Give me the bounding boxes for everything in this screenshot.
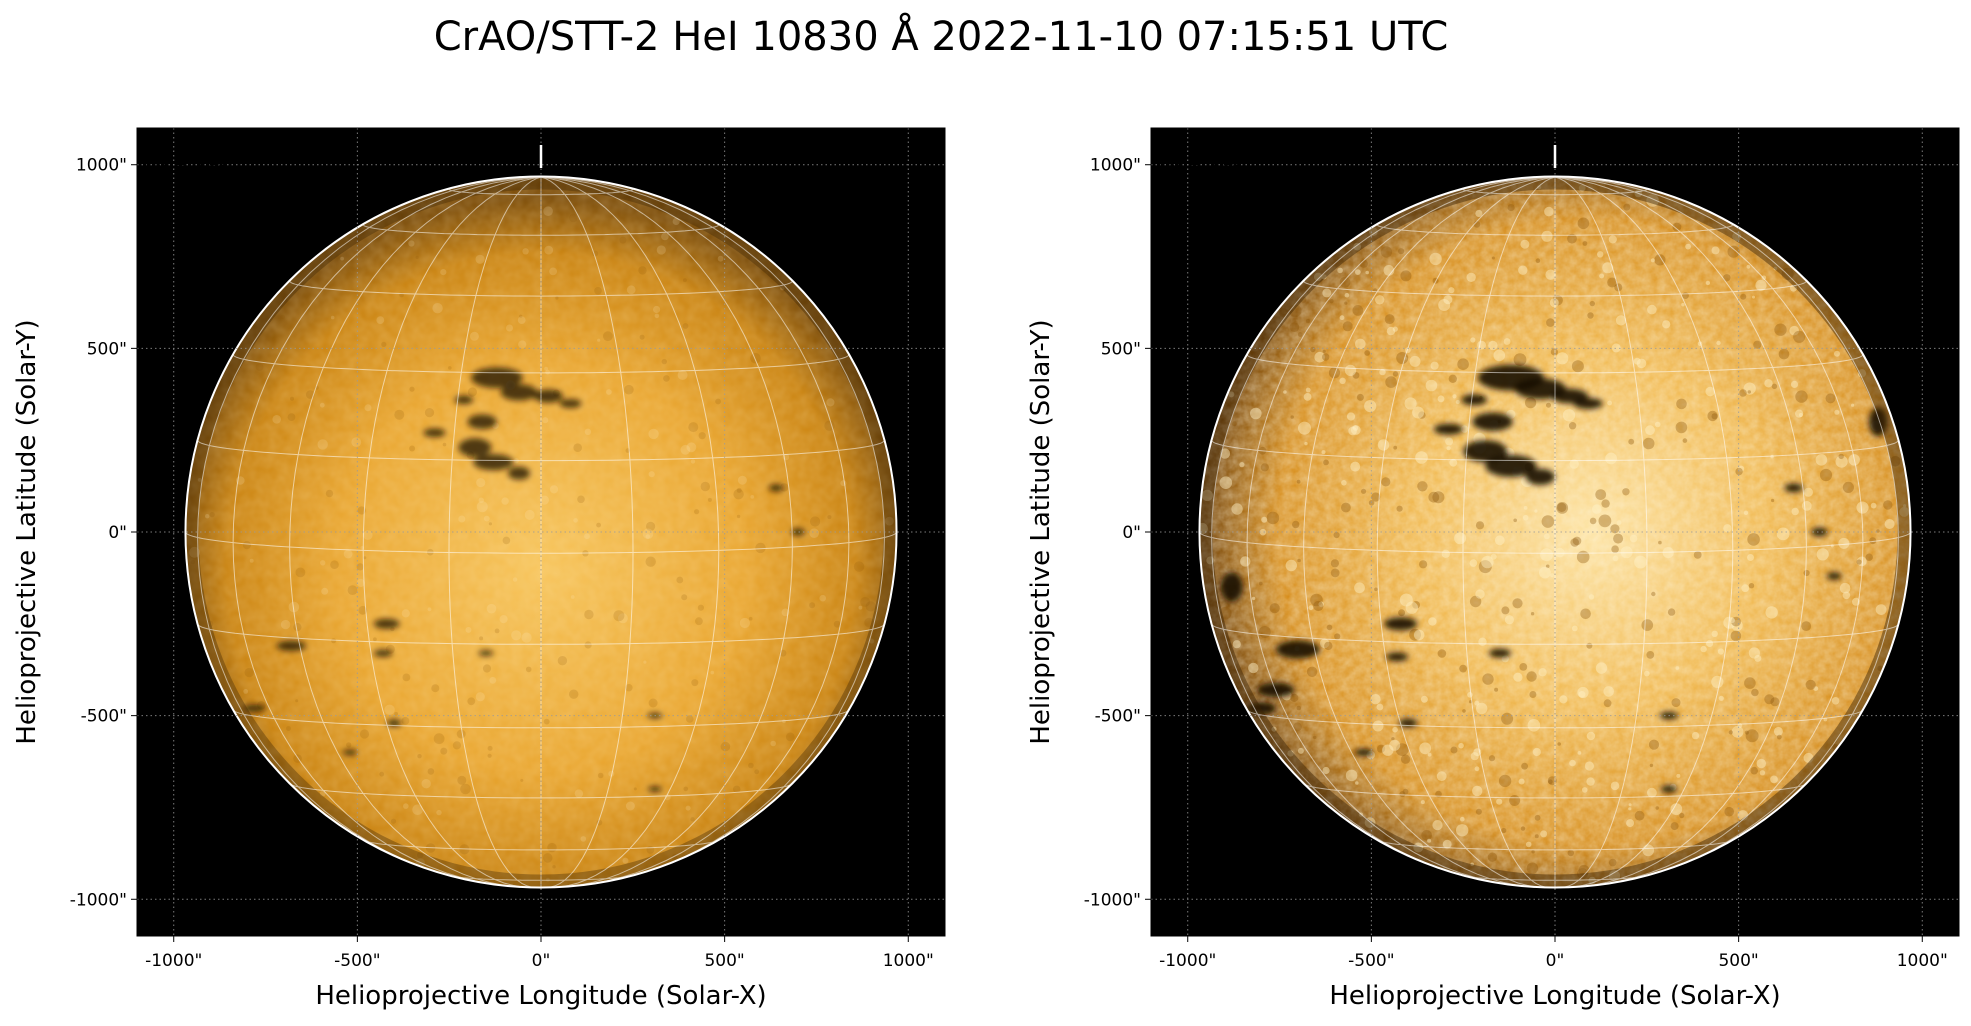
x-tick-label: -500" bbox=[334, 951, 380, 971]
left-panel: N B0 = 3.42 -1000" -500" 0" 500" 1000" 1000" 500… bbox=[12, 127, 946, 1011]
y-tick-label: 500" bbox=[87, 339, 127, 359]
heliographic-grid bbox=[1199, 176, 1911, 888]
y-axis-label: Helioprojective Latitude (Solar-Y) bbox=[12, 319, 42, 744]
x-tick-label: 500" bbox=[704, 951, 744, 971]
right-panel: N B0 = 3.42 -1000" -500" 0" 500" 1000" 1000" 500… bbox=[1026, 127, 1960, 1011]
y-tick-label: 500" bbox=[1101, 339, 1141, 359]
x-tick-label: 500" bbox=[1718, 951, 1758, 971]
y-tick-label: -500" bbox=[81, 707, 127, 727]
solar-limb bbox=[1198, 175, 1912, 889]
y-tick-label: 1000" bbox=[1090, 156, 1141, 176]
x-tick-label: -1000" bbox=[145, 951, 202, 971]
b0-label: B0 = 3.42 bbox=[1159, 153, 1244, 173]
x-tick-label: 1000" bbox=[883, 951, 934, 971]
y-tick-label: 0" bbox=[108, 523, 127, 543]
y-tick-label: 0" bbox=[1122, 523, 1141, 543]
y-axis-label: Helioprojective Latitude (Solar-Y) bbox=[1026, 319, 1056, 744]
figure-title: CrAO/STT-2 HeI 10830 Å 2022-11-10 07:15:… bbox=[434, 12, 1449, 60]
x-tick-label: -500" bbox=[1348, 951, 1394, 971]
x-tick-label: -1000" bbox=[1159, 951, 1216, 971]
dark-filaments bbox=[1220, 364, 1888, 823]
y-tick-label: 1000" bbox=[76, 156, 127, 176]
y-tick-label: -1000" bbox=[1084, 890, 1141, 910]
x-axis-label: Helioprojective Longitude (Solar-X) bbox=[1329, 981, 1780, 1011]
y-tick-label: -1000" bbox=[70, 890, 127, 910]
north-label: N bbox=[1561, 145, 1574, 165]
x-tick-label: 0" bbox=[532, 951, 551, 971]
disk-mottle bbox=[1199, 181, 1910, 885]
y-tick-label: -500" bbox=[1095, 707, 1141, 727]
x-tick-label: 0" bbox=[1546, 951, 1565, 971]
x-axis-label: Helioprojective Longitude (Solar-X) bbox=[315, 981, 766, 1011]
solar-limb bbox=[184, 175, 898, 889]
disk-mottle bbox=[189, 182, 894, 882]
north-label: N bbox=[547, 145, 560, 165]
x-tick-label: 1000" bbox=[1897, 951, 1948, 971]
b0-label: B0 = 3.42 bbox=[145, 153, 230, 173]
